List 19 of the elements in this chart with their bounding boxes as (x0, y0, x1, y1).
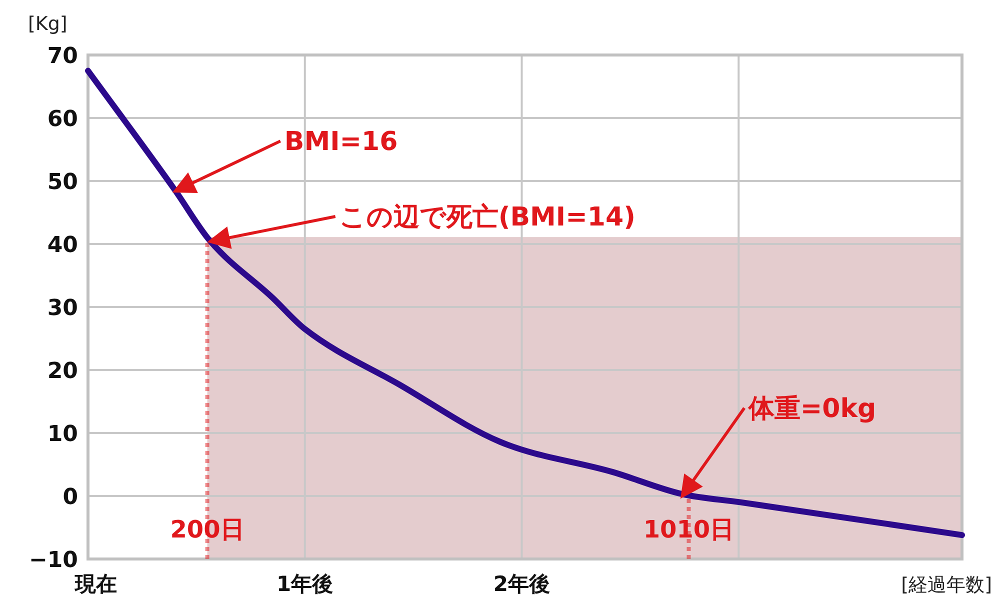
y-tick-label: 70 (47, 44, 78, 69)
y-tick-label: 60 (47, 107, 78, 132)
y-tick-label: 10 (47, 422, 78, 447)
y-tick-label: −10 (28, 548, 78, 573)
x-tick-label: 2年後 (493, 572, 550, 596)
ref-line-label: 1010日 (643, 516, 734, 544)
ref-line-label: 200日 (170, 516, 244, 544)
annotation: 体重=0kg (747, 394, 876, 424)
y-axis-title: [Kg] (28, 13, 68, 35)
x-axis-title: [経過年数] (901, 574, 992, 596)
y-tick-label: 0 (62, 485, 78, 510)
x-tick-label: 現在 (74, 572, 117, 596)
y-tick-label: 40 (47, 233, 78, 258)
y-tick-label: 50 (47, 170, 78, 195)
y-tick-label: 30 (47, 296, 78, 321)
annotation: この辺で死亡(BMI=14) (339, 202, 636, 232)
y-tick-label: 20 (47, 359, 78, 384)
annotation: BMI=16 (284, 127, 398, 158)
x-tick-label: 1年後 (276, 572, 334, 596)
